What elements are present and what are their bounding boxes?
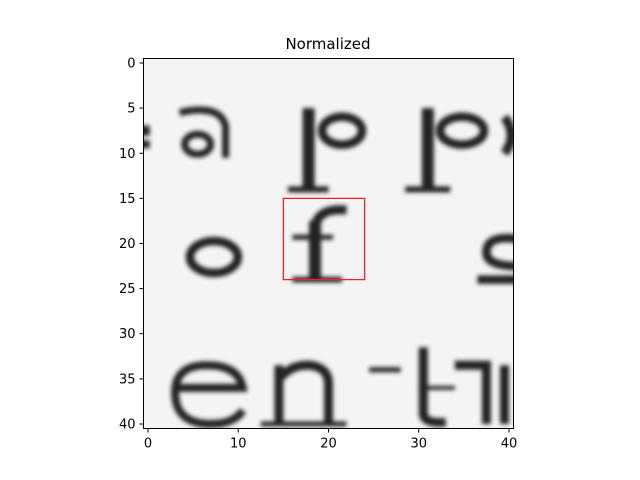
x-tick-label: 40 bbox=[501, 437, 518, 452]
highlight-box bbox=[282, 197, 366, 281]
y-tick-label: 25 bbox=[119, 282, 136, 297]
x-tick-label: 30 bbox=[410, 437, 427, 452]
glyph-partial-right bbox=[500, 114, 514, 156]
x-tick-label: 0 bbox=[144, 437, 152, 452]
glyph-n bbox=[274, 360, 333, 424]
y-tick-label: 15 bbox=[119, 192, 136, 207]
x-axis: 0 10 20 30 40 bbox=[144, 428, 518, 452]
glyph-p2-bowl bbox=[435, 112, 489, 149]
y-tick-label: 10 bbox=[119, 147, 136, 162]
text-glyphs bbox=[143, 106, 514, 429]
y-axis: 0 5 10 15 20 25 30 35 40 bbox=[119, 57, 144, 432]
x-tick-label: 20 bbox=[320, 437, 337, 452]
x-tick-label: 10 bbox=[230, 437, 247, 452]
glyph-f-hook bbox=[310, 205, 347, 227]
glyph-e bbox=[171, 361, 248, 429]
glyph-o bbox=[185, 236, 243, 278]
glyph-a-bowl bbox=[181, 130, 215, 158]
glyph-s-partial bbox=[477, 233, 514, 284]
glyph-p1-bowl bbox=[317, 112, 367, 149]
y-tick-label: 35 bbox=[119, 372, 136, 387]
y-tick-label: 0 bbox=[127, 57, 135, 72]
glyph-t bbox=[418, 347, 447, 427]
image-heatmap bbox=[143, 58, 514, 429]
y-tick-label: 40 bbox=[119, 417, 136, 432]
glyph-a-stem bbox=[178, 106, 230, 158]
y-tick-label: 20 bbox=[119, 237, 136, 252]
chart-title: Normalized bbox=[285, 35, 370, 53]
glyph-u-partial bbox=[454, 360, 509, 424]
y-tick-label: 5 bbox=[127, 102, 135, 117]
y-tick-label: 30 bbox=[119, 327, 136, 342]
